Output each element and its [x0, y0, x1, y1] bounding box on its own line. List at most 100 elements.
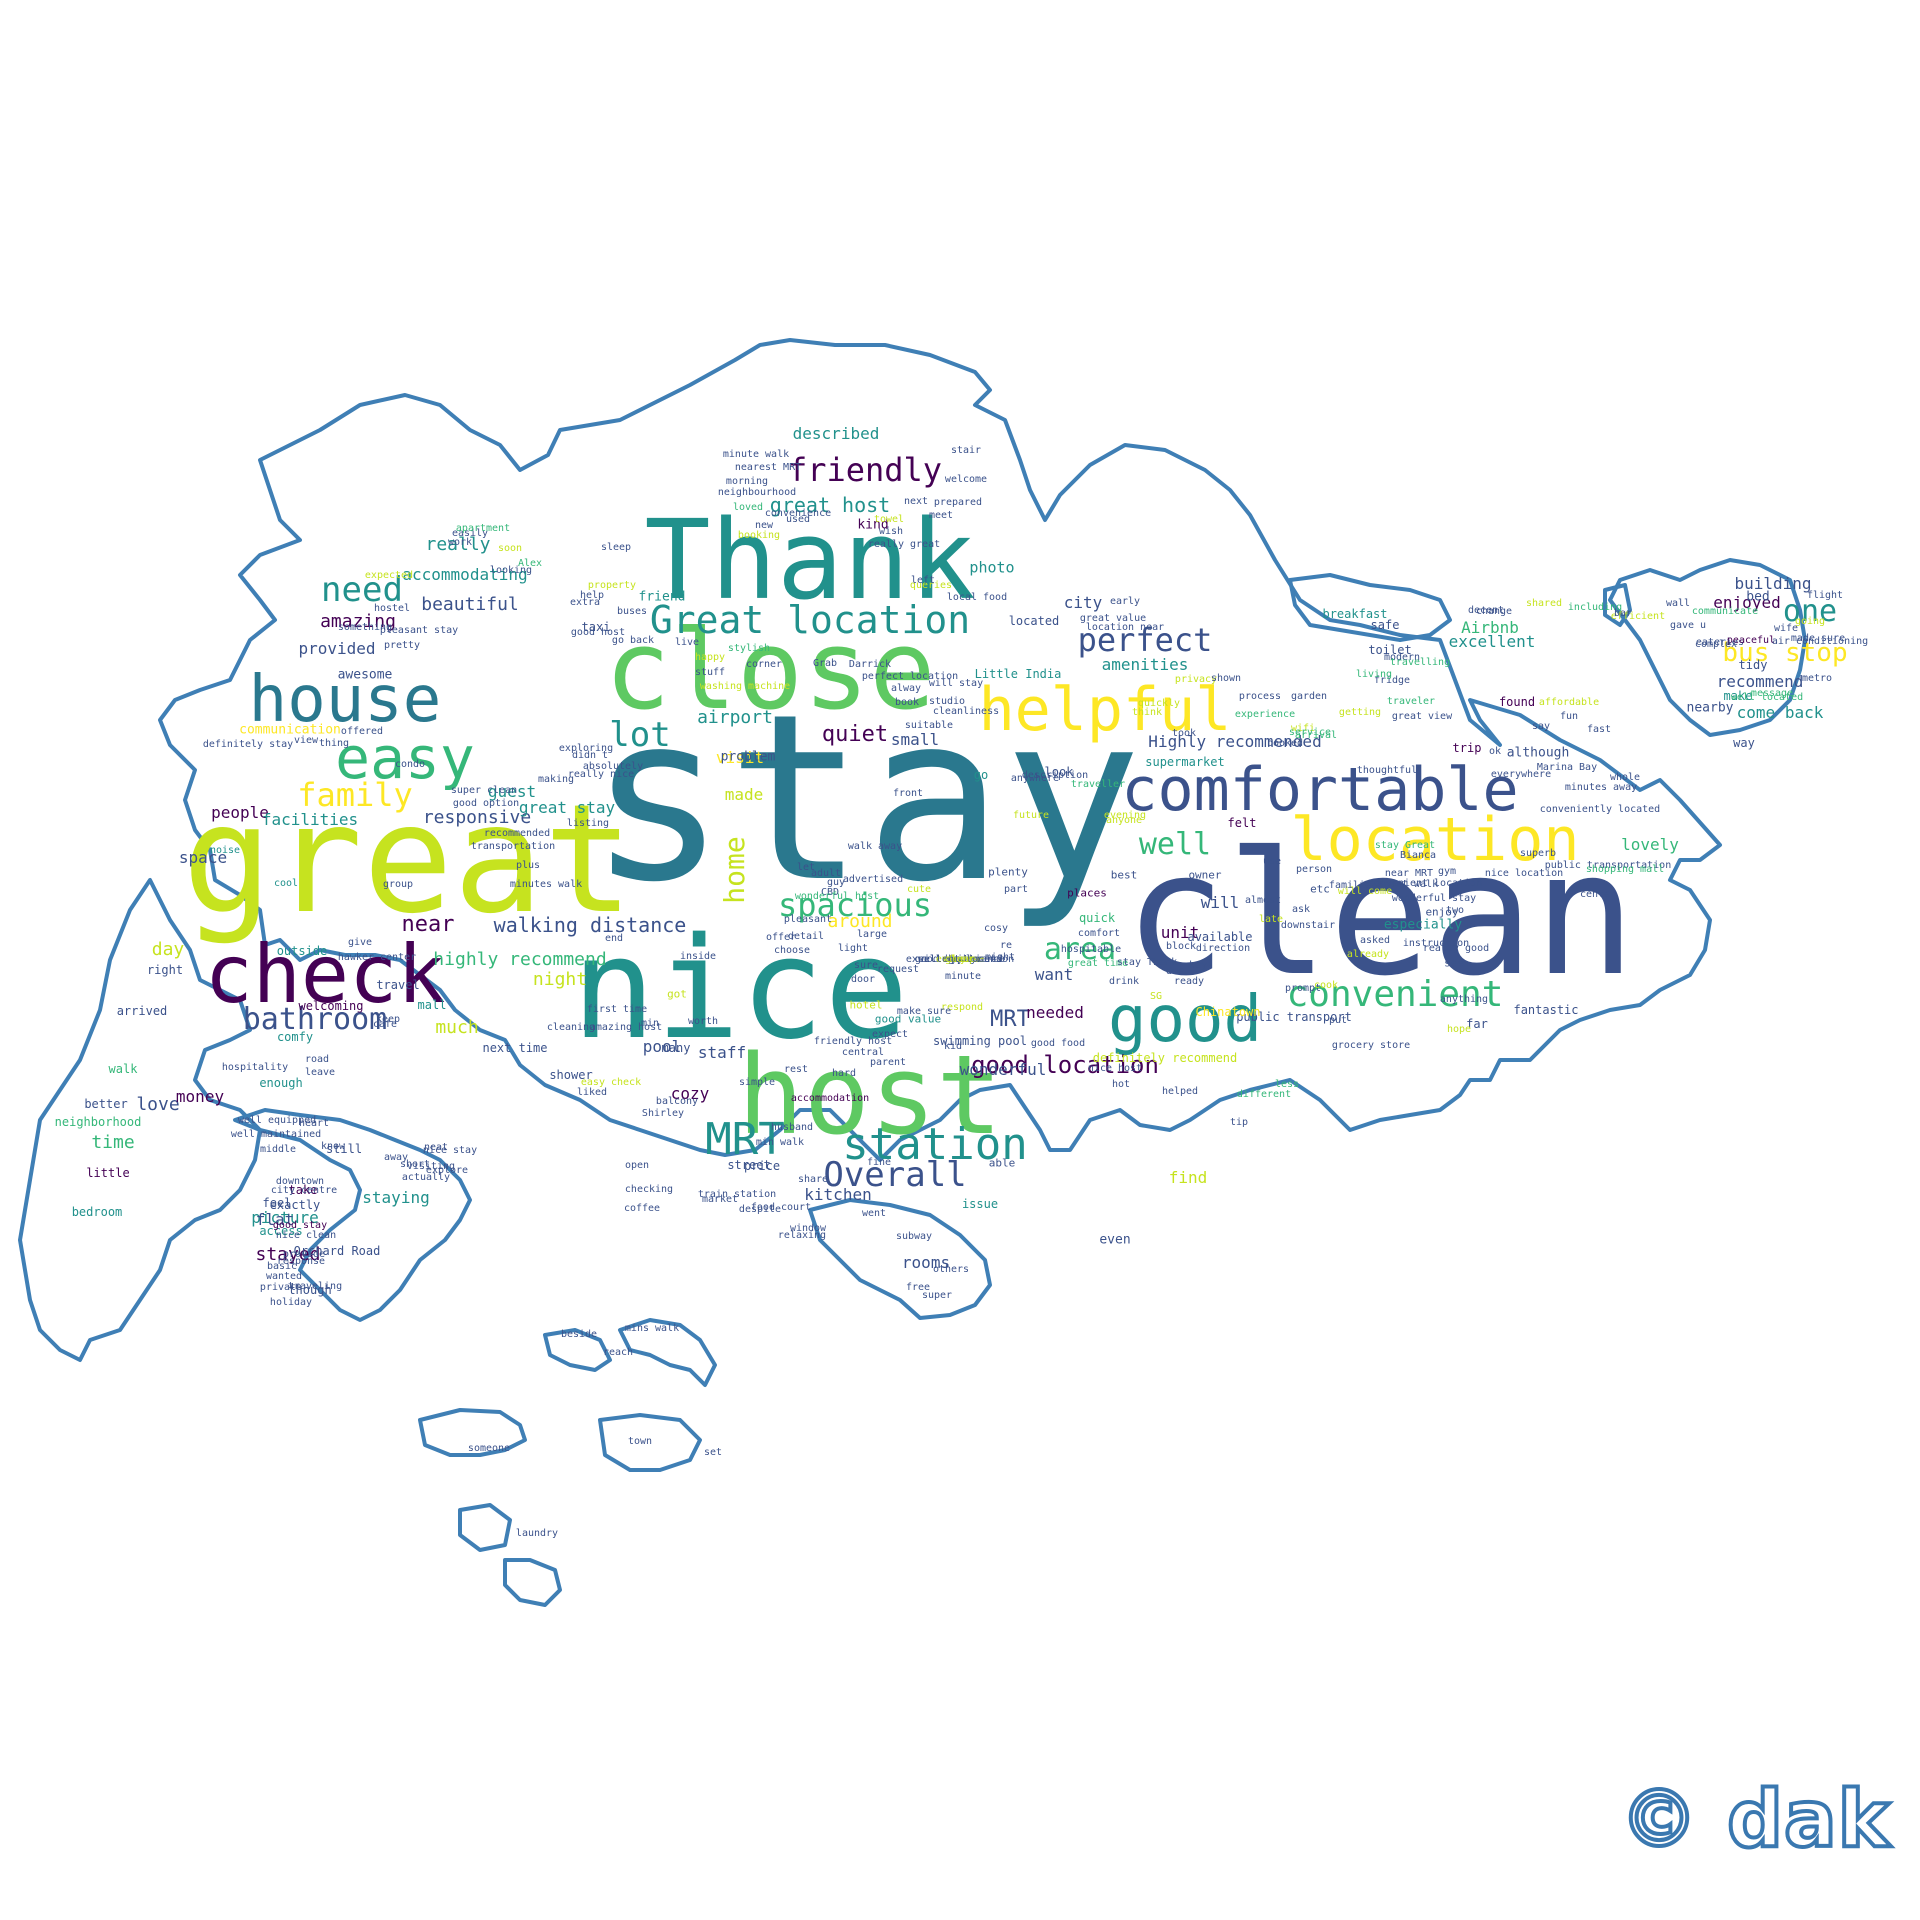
word-cloud-term: stress — [941, 954, 979, 965]
word-cloud-term: anyone — [1105, 815, 1143, 826]
word-cloud-term: comfort — [1077, 928, 1121, 939]
word-cloud-term: clear — [944, 954, 976, 965]
word-cloud-term: give — [347, 937, 373, 948]
word-cloud-term: kitchen — [804, 1185, 872, 1204]
word-cloud-term: lovely — [1621, 835, 1679, 854]
word-cloud-term: stair — [950, 445, 982, 456]
word-cloud-term: provide — [282, 1249, 326, 1260]
word-cloud-term: prompt — [1284, 983, 1322, 994]
word-cloud-term: really — [425, 534, 491, 555]
island-outline-5 — [503, 1558, 562, 1607]
word-cloud-term: responsive — [422, 807, 532, 828]
word-cloud-term: recommend — [1716, 672, 1804, 691]
word-cloud-term: bus stop — [1722, 638, 1848, 668]
word-cloud-term: min — [640, 1018, 660, 1029]
word-cloud-term: cool — [273, 878, 299, 889]
word-cloud-term: gave u — [1669, 620, 1707, 631]
word-cloud-term: little — [86, 1166, 130, 1180]
word-cloud-term: loved — [732, 502, 764, 513]
word-cloud-term: gym — [1437, 866, 1457, 877]
word-cloud-term: city — [1063, 593, 1103, 612]
word-cloud-term: described — [792, 424, 880, 443]
word-cloud-term: stay Thank — [1116, 957, 1178, 968]
word-cloud-term: central — [841, 1047, 885, 1058]
word-cloud-term: adult — [810, 868, 842, 879]
word-cloud-term: block — [1165, 941, 1197, 952]
word-cloud-term: husband — [770, 1122, 814, 1133]
word-cloud-term: grocery store — [1331, 1040, 1411, 1051]
word-cloud-term: minutes walk — [509, 879, 583, 890]
word-cloud-term: modern — [1383, 652, 1421, 663]
word-cloud-term: Great location — [649, 598, 971, 642]
word-cloud-term: already — [1346, 949, 1390, 960]
word-cloud-term: familie — [1328, 880, 1372, 891]
word-cloud-term: stayed — [255, 1244, 321, 1265]
word-cloud-term: Little India — [974, 667, 1062, 681]
word-cloud-term: live — [674, 637, 700, 648]
word-cloud-term: late — [1258, 914, 1284, 925]
word-cloud-term: offer — [765, 932, 797, 943]
word-cloud-term: enough — [259, 1076, 303, 1090]
word-cloud-term: area — [1043, 932, 1117, 967]
word-cloud-term: love — [136, 1094, 180, 1115]
word-cloud-term: able — [988, 1156, 1016, 1170]
word-cloud-term: good location — [971, 1051, 1159, 1079]
word-cloud-term: much — [435, 1017, 479, 1038]
word-cloud-term: excellent — [1448, 632, 1536, 651]
word-cloud-term: whole — [1609, 772, 1641, 783]
word-cloud-term: food court — [750, 1202, 812, 1213]
word-cloud-term: will — [1200, 893, 1240, 912]
island-outline-3 — [598, 1413, 702, 1472]
word-cloud-term: inside — [679, 951, 717, 962]
word-cloud-term: stay Great — [1374, 840, 1436, 851]
word-cloud-term: really nice — [567, 769, 635, 780]
pulau-ubin-outline — [1288, 573, 1452, 642]
word-cloud-term: wifi — [1290, 723, 1316, 734]
word-cloud-term: service — [1288, 727, 1332, 738]
word-cloud-term: two — [1445, 905, 1465, 916]
word-cloud-term: great host — [769, 493, 891, 517]
word-cloud-term: places — [1067, 886, 1107, 900]
word-cloud-term: MRT — [705, 1114, 785, 1165]
word-cloud-term: make sure — [896, 1006, 952, 1017]
word-cloud-term: large — [856, 929, 888, 940]
word-cloud-term: wife — [1773, 623, 1799, 634]
word-cloud-term: description — [1021, 770, 1089, 781]
word-cloud-term: travel — [376, 978, 420, 992]
word-cloud-term: going — [1794, 616, 1826, 627]
word-cloud-term: less — [1274, 1079, 1300, 1090]
word-cloud-term: group — [382, 879, 414, 890]
word-cloud-term: location — [1290, 805, 1580, 875]
word-cloud-term: conveniently located — [1539, 804, 1661, 815]
word-cloud-term: instruction — [1402, 938, 1470, 949]
word-cloud-term: easy check — [580, 1077, 642, 1088]
word-cloud-term: fast — [1586, 724, 1612, 735]
word-cloud-term: downstair — [1280, 920, 1336, 931]
word-cloud-term: awesome — [337, 667, 393, 683]
word-cloud-term: really great — [867, 539, 941, 550]
word-cloud-term: visit — [715, 748, 765, 767]
word-cloud-term: great time — [1067, 958, 1129, 969]
word-cloud-term: mall — [417, 998, 447, 1012]
word-cloud-term: cozy — [670, 1084, 710, 1103]
word-cloud-term: well maintained — [230, 1129, 322, 1140]
word-cloud-term: go — [973, 768, 989, 782]
word-cloud-term: many — [661, 1041, 691, 1055]
jurong-island-outline — [233, 1108, 472, 1322]
word-cloud-term: others — [932, 1264, 970, 1275]
word-cloud-term: anywhere — [1010, 773, 1060, 784]
word-cloud-term: market — [701, 1194, 739, 1205]
word-cloud-term: definitely stay — [202, 739, 294, 750]
word-cloud-term: communication — [239, 722, 341, 738]
word-cloud-term: exactly — [269, 1198, 321, 1212]
word-cloud-term: highly recommend — [433, 949, 607, 970]
word-cloud-term: peaceful — [1726, 635, 1776, 646]
word-cloud-term: meet — [928, 510, 954, 521]
word-cloud-term: use — [1262, 856, 1282, 867]
word-cloud-term: suitable — [904, 720, 954, 731]
word-cloud-term: Grab — [812, 658, 838, 669]
word-cloud-term: near — [401, 912, 455, 937]
word-cloud-term: small — [890, 730, 940, 749]
word-cloud-term: corner — [745, 659, 783, 670]
